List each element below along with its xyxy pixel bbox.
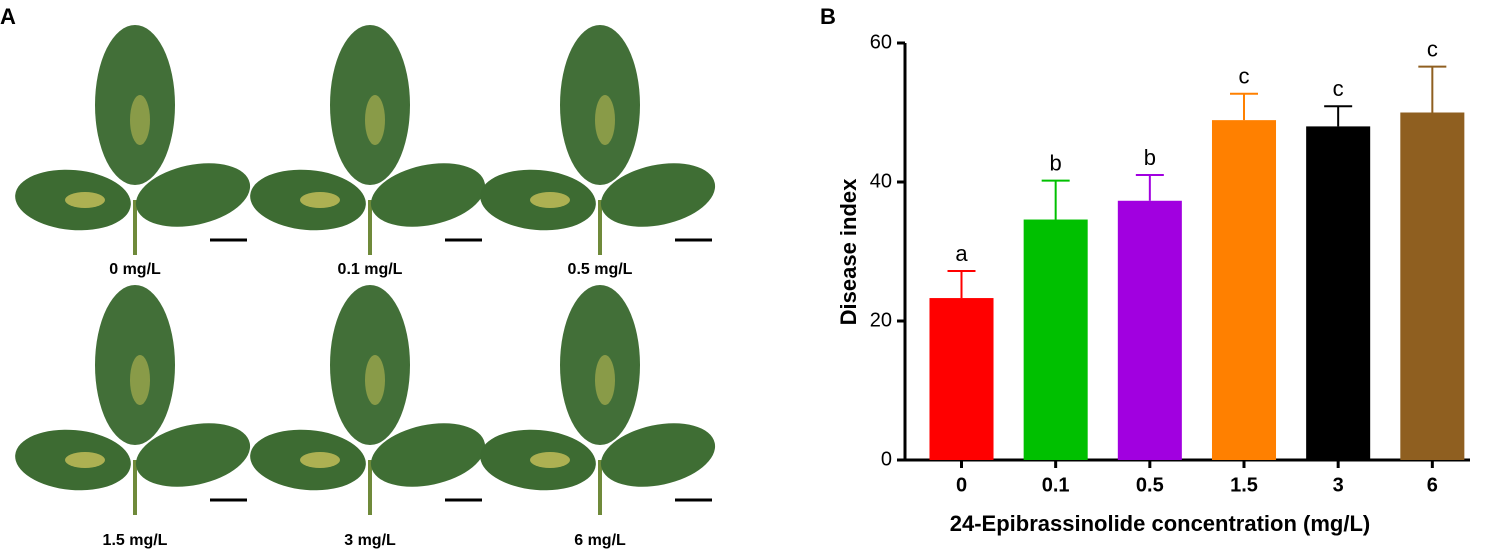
- leaflet: [135, 163, 251, 227]
- leaflet: [600, 423, 716, 487]
- significance-letter: a: [955, 241, 968, 266]
- leaf-photo: 3 mg/L: [250, 285, 486, 549]
- lesion: [300, 452, 340, 468]
- bar: [929, 298, 994, 460]
- photo-caption: 6 mg/L: [574, 532, 626, 549]
- bar: [1117, 200, 1182, 460]
- lesion: [365, 355, 385, 405]
- photo-caption: 0.5 mg/L: [568, 261, 633, 278]
- bar: [1400, 112, 1465, 460]
- lesion: [65, 192, 105, 208]
- significance-letter: b: [1050, 150, 1062, 175]
- leaf-photo: 6 mg/L: [480, 285, 716, 549]
- bar: [1211, 120, 1277, 461]
- y-axis-label: Disease index: [836, 178, 861, 326]
- photo-caption: 1.5 mg/L: [103, 532, 168, 549]
- lesion: [130, 95, 150, 145]
- lesion: [365, 95, 385, 145]
- bar: [1306, 126, 1371, 461]
- leaf-photo: 0.1 mg/L: [250, 25, 486, 278]
- photo-caption: 3 mg/L: [344, 532, 396, 549]
- lesion: [595, 355, 615, 405]
- leaf-photo: 0.5 mg/L: [480, 25, 716, 278]
- y-tick-label: 0: [881, 448, 892, 470]
- leaflet: [370, 163, 486, 227]
- leaflet: [135, 423, 251, 487]
- lesion: [130, 355, 150, 405]
- lesion: [530, 452, 570, 468]
- photo-caption: 0 mg/L: [109, 261, 161, 278]
- significance-letter: c: [1333, 76, 1344, 101]
- lesion: [530, 192, 570, 208]
- lesion: [65, 452, 105, 468]
- x-tick-label: 0: [956, 474, 967, 496]
- photo-caption: 0.1 mg/L: [338, 261, 403, 278]
- bar: [1023, 219, 1088, 460]
- photo-panel: 0 mg/L 0.1 mg/L 0.5 mg/L 1.5 mg/L 3 mg/L 6 mg…: [15, 25, 716, 549]
- x-tick-label: 3: [1333, 474, 1344, 496]
- y-tick-label: 60: [870, 31, 892, 53]
- x-axis-label: 24-Epibrassinolide concentration (mg/L): [950, 511, 1371, 536]
- leaf-photo: 1.5 mg/L: [15, 285, 251, 549]
- panel-label: A: [0, 4, 16, 29]
- leaflet: [600, 163, 716, 227]
- significance-letter: c: [1239, 64, 1250, 89]
- significance-letter: c: [1427, 36, 1438, 61]
- x-tick-label: 1.5: [1230, 474, 1258, 496]
- y-tick-label: 40: [870, 170, 892, 192]
- leaf-photo: 0 mg/L: [15, 25, 251, 278]
- leaflet: [370, 423, 486, 487]
- lesion: [595, 95, 615, 145]
- y-tick-label: 20: [870, 309, 892, 331]
- x-tick-label: 0.5: [1136, 474, 1164, 496]
- panel-label: B: [820, 4, 836, 29]
- x-tick-label: 0.1: [1042, 474, 1070, 496]
- significance-letter: b: [1144, 145, 1156, 170]
- lesion: [300, 192, 340, 208]
- x-tick-label: 6: [1427, 474, 1438, 496]
